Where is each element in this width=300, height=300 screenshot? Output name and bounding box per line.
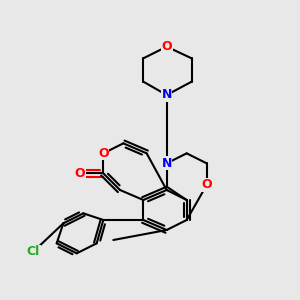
Text: O: O <box>75 167 85 180</box>
Text: O: O <box>201 178 212 191</box>
Text: N: N <box>161 157 172 170</box>
Text: Cl: Cl <box>27 245 40 258</box>
Text: O: O <box>161 40 172 53</box>
Text: O: O <box>98 147 109 160</box>
Text: N: N <box>161 88 172 101</box>
